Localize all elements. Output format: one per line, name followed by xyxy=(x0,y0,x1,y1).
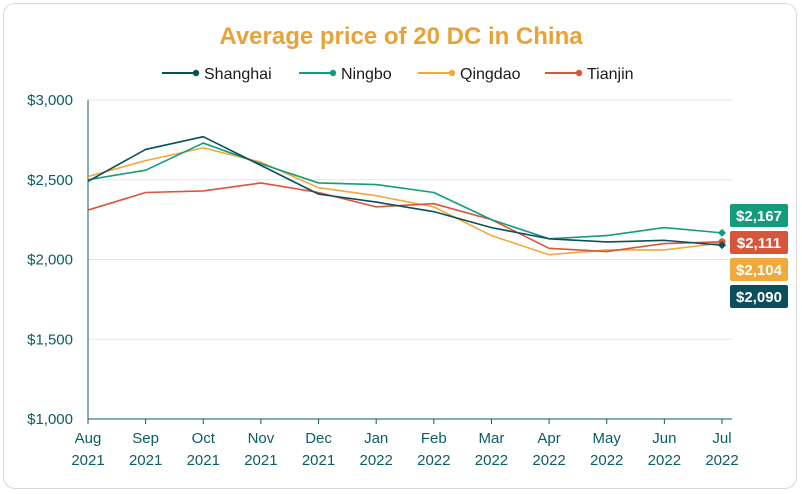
x-tick-label-month: Dec xyxy=(305,430,332,447)
x-tick-label-month: Mar xyxy=(479,430,505,447)
x-tick-label-month: Feb xyxy=(421,430,447,447)
end-badge-ningbo: $2,167 xyxy=(730,204,788,227)
x-tick-label-year: 2022 xyxy=(417,452,450,469)
end-badge-shanghai: $2,090 xyxy=(730,285,788,308)
series-line-shanghai xyxy=(87,135,723,246)
x-tick-label-year: 2021 xyxy=(71,452,104,469)
chart-title: Average price of 20 DC in China xyxy=(219,23,583,50)
badge-value: $2,167 xyxy=(736,208,782,225)
legend-item-tianjin: Tianjin xyxy=(545,66,634,83)
y-tick-label: $2,500 xyxy=(27,172,73,189)
x-tick-label-month: May xyxy=(593,430,622,447)
legend-marker xyxy=(192,69,200,77)
series-line-ningbo xyxy=(87,142,723,240)
y-tick-label: $1,000 xyxy=(27,411,73,428)
legend-label: Shanghai xyxy=(204,66,272,83)
x-tick-label-month: Sep xyxy=(132,430,159,447)
legend-label: Qingdao xyxy=(460,66,521,83)
legend-label: Tianjin xyxy=(587,66,634,83)
badge-background xyxy=(730,285,788,308)
x-tick-label-year: 2021 xyxy=(244,452,277,469)
y-tick-label: $1,500 xyxy=(27,331,73,348)
series-lines xyxy=(87,135,726,256)
x-tick-label-month: Apr xyxy=(537,430,560,447)
x-tick-label-month: Jul xyxy=(712,430,731,447)
x-tick-label-year: 2022 xyxy=(475,452,508,469)
badge-background xyxy=(730,204,788,227)
x-tick-label-year: 2022 xyxy=(648,452,681,469)
x-tick-label-month: Jan xyxy=(364,430,388,447)
y-axis: $3,000 $2,500 $2,000 $1,500 $1,000 xyxy=(27,92,89,428)
x-axis: Aug 2021 Sep 2021 Oct 2021 Nov 2021 Dec 2021 Jan 20… xyxy=(71,418,739,469)
badge-value: $2,104 xyxy=(736,262,783,279)
y-tick-label: $2,000 xyxy=(27,252,73,269)
legend-item-ningbo: Ningbo xyxy=(299,66,392,83)
x-tick-label-year: 2021 xyxy=(129,452,162,469)
x-tick-label-month: Nov xyxy=(248,430,275,447)
series-line-qingdao xyxy=(87,147,723,256)
badge-background xyxy=(730,258,788,281)
x-tick-label-year: 2022 xyxy=(532,452,565,469)
x-tick-label-year: 2022 xyxy=(590,452,623,469)
end-badge-tianjin: $2,111 xyxy=(730,231,788,254)
x-tick-label-year: 2022 xyxy=(705,452,738,469)
badge-value: $2,090 xyxy=(736,289,782,306)
x-tick-label-month: Oct xyxy=(192,430,216,447)
x-tick-label-year: 2022 xyxy=(359,452,392,469)
end-value-badges: $2,167 $2,111 $2,104 $2,090 xyxy=(730,204,788,308)
badge-value: $2,111 xyxy=(737,235,781,252)
x-tick-label-year: 2021 xyxy=(302,452,335,469)
legend-label: Ningbo xyxy=(341,66,392,83)
series-line-tianjin xyxy=(87,182,723,253)
x-tick-label-month: Aug xyxy=(75,430,102,447)
legend-item-shanghai: Shanghai xyxy=(162,66,272,83)
badge-background xyxy=(730,231,788,254)
y-tick-label: $3,000 xyxy=(27,92,73,109)
end-badge-qingdao: $2,104 xyxy=(730,258,788,281)
end-marker-ningbo xyxy=(718,228,726,237)
chart-card xyxy=(3,3,797,489)
legend: Shanghai Ningbo Qingdao Tianjin xyxy=(162,66,634,83)
x-tick-label-month: Jun xyxy=(652,430,676,447)
gridlines xyxy=(88,99,732,420)
legend-marker xyxy=(575,69,583,77)
legend-marker xyxy=(448,69,456,77)
x-tick-label-year: 2021 xyxy=(187,452,220,469)
legend-item-qingdao: Qingdao xyxy=(418,66,521,83)
legend-marker xyxy=(329,69,337,77)
end-marker-shanghai xyxy=(718,241,726,250)
